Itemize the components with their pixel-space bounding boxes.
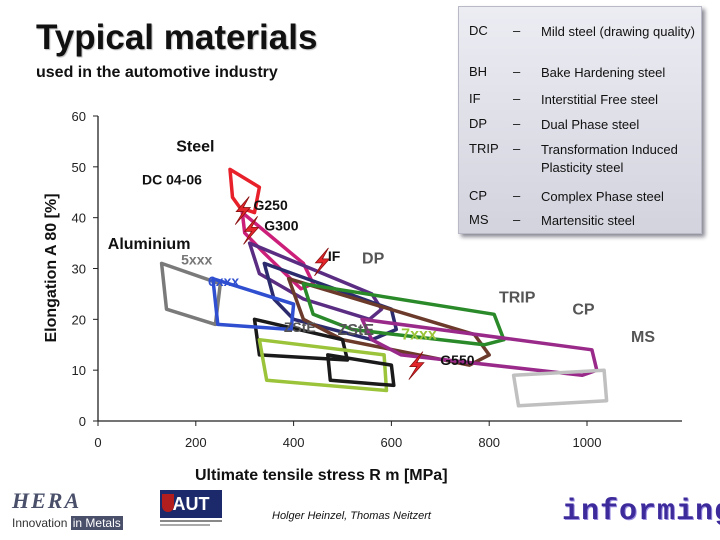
legend-desc: Martensitic steel xyxy=(541,213,635,228)
label-aluminium: Aluminium xyxy=(108,236,191,253)
hera-tagline-1: Innovation xyxy=(12,516,68,530)
informing-logo-text: informing xyxy=(562,495,720,529)
legend-abbr: CP xyxy=(469,188,488,203)
label-cp: CP xyxy=(572,301,595,318)
label-7xxx: 7xxx xyxy=(401,327,437,344)
x-tick-label: 800 xyxy=(478,435,500,450)
legend-desc: Dual Phase steel xyxy=(541,117,640,132)
y-tick-label: 40 xyxy=(72,211,86,226)
y-tick-label: 20 xyxy=(72,312,86,327)
label-if: IF xyxy=(328,248,341,264)
label-trip: TRIP xyxy=(499,290,536,307)
hera-tagline-2: in Metals xyxy=(70,516,123,530)
abbreviation-legend: DC – Mild steel (drawing quality) BH – B… xyxy=(458,6,702,234)
legend-dash: – xyxy=(513,91,521,106)
lightning-icon xyxy=(234,196,252,225)
legend-desc: Interstitial Free steel xyxy=(541,92,659,107)
x-tick-label: 1000 xyxy=(573,435,602,450)
y-tick-label: 0 xyxy=(79,414,86,429)
page-title: Typical materials xyxy=(36,18,318,57)
label-g550: G550 xyxy=(440,352,474,368)
hera-logo-tagline: Innovation in Metals xyxy=(12,516,123,530)
legend-abbr: TRIP xyxy=(469,141,499,156)
region-trip xyxy=(301,282,506,347)
label-ms: MS xyxy=(631,329,655,346)
legend-abbr: IF xyxy=(469,91,481,106)
x-axis-label: Ultimate tensile stress R m [MPa] xyxy=(195,467,448,484)
label-g300: G300 xyxy=(264,217,298,233)
aut-logo-rule xyxy=(160,520,222,522)
legend-abbr: DC xyxy=(469,23,488,38)
x-tick-label: 0 xyxy=(94,435,101,450)
region-6xxx xyxy=(211,276,296,332)
legend-dash: – xyxy=(513,23,521,38)
region-g250 xyxy=(240,210,315,291)
legend-desc: Transformation Induced Plasticity steel xyxy=(541,142,678,175)
legend-desc: Bake Hardening steel xyxy=(541,65,666,80)
x-tick-label: 400 xyxy=(283,435,305,450)
legend-abbr: DP xyxy=(469,116,488,131)
y-tick-label: 60 xyxy=(72,109,86,124)
y-tick-label: 10 xyxy=(72,363,86,378)
aut-logo-rule-2 xyxy=(160,524,210,526)
label-dc-04-06: DC 04-06 xyxy=(142,172,202,188)
hera-logo: HERA Innovation in Metals xyxy=(8,488,138,532)
label-g250: G250 xyxy=(254,197,288,213)
x-tick-label: 200 xyxy=(185,435,207,450)
label-zste: ZStE xyxy=(338,322,375,339)
crest-icon xyxy=(162,494,174,512)
x-tick-label: 600 xyxy=(381,435,403,450)
informing-logo: informing xyxy=(562,492,720,532)
label-5xxx: 5xxx xyxy=(181,251,212,267)
region-ms xyxy=(511,368,609,408)
legend-abbr: MS xyxy=(469,212,489,227)
aut-logo: AUT xyxy=(160,490,222,532)
legend-dash: – xyxy=(513,64,521,79)
page-subtitle: used in the automotive industry xyxy=(36,64,278,81)
region-g550 xyxy=(326,353,396,388)
label-6xxx: 6xxx xyxy=(208,273,239,289)
lightning-icon xyxy=(314,247,331,277)
hera-logo-text: HERA xyxy=(12,488,82,513)
legend-desc: Complex Phase steel xyxy=(541,189,664,204)
legend-abbr: BH xyxy=(469,64,488,79)
legend-dash: – xyxy=(513,212,521,227)
lightning-icon xyxy=(243,216,260,245)
region-5xxx xyxy=(159,261,223,327)
label-steel: Steel xyxy=(176,139,214,156)
legend-desc: Mild steel (drawing quality) xyxy=(541,24,695,39)
region-7xxx xyxy=(257,337,389,393)
footer: HERA Innovation in Metals AUT Holger Hei… xyxy=(0,484,720,540)
authors-credit: Holger Heinzel, Thomas Neitzert xyxy=(272,510,431,522)
lightning-icon xyxy=(408,351,425,380)
region-cp xyxy=(360,317,599,378)
legend-dash: – xyxy=(513,188,521,203)
y-axis-label: Elongation A 80 [%] xyxy=(43,193,60,342)
legend-dash: – xyxy=(513,116,521,131)
y-tick-label: 50 xyxy=(72,160,86,175)
y-tick-label: 30 xyxy=(72,262,86,277)
label-dp: DP xyxy=(362,250,385,267)
region-zste xyxy=(252,317,350,362)
label-zste: ZStE xyxy=(284,319,316,335)
legend-dash: – xyxy=(513,141,521,156)
